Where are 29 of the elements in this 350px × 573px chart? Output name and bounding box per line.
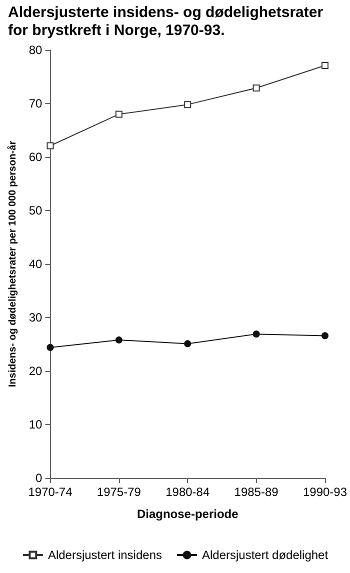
x-tick-label: 1985-89 [234, 485, 279, 499]
legend-label: Aldersjustert insidens [48, 548, 162, 562]
y-tick-label: 80 [28, 43, 43, 57]
y-tick-label: 50 [28, 204, 43, 218]
y-tick-label: 40 [28, 257, 43, 271]
point [184, 340, 192, 348]
y-tick-label: 10 [28, 418, 43, 432]
point [321, 62, 328, 70]
x-axis-title: Diagnose-periode [136, 507, 239, 521]
point [46, 142, 54, 150]
x-tick-label: 1990-93 [302, 485, 348, 499]
y-tick-label: 20 [28, 364, 43, 378]
point [115, 336, 122, 344]
point [184, 101, 192, 108]
x-tick-label: 1975-79 [96, 485, 142, 499]
y-tick-label: 60 [28, 150, 43, 164]
x-tick-label: 1980-84 [166, 485, 210, 499]
point [252, 330, 260, 338]
x-tick-label: 1970-74 [28, 485, 73, 499]
legend-label: Aldersjustert dødelighet [202, 548, 329, 562]
chart-title: Aldersjusterte insidens- og dødelighetsrater for brystkreft i Norge, 1970-93. [7, 3, 324, 40]
y-axis-title: Insidens- og dødelighetsrater per 100 000 person-år [6, 140, 18, 388]
point [115, 110, 122, 118]
y-tick-label: 70 [28, 96, 43, 110]
y-tick-label: 30 [28, 310, 43, 324]
point [321, 332, 328, 340]
point [46, 344, 54, 351]
y-tick-label: 0 [36, 471, 43, 485]
point [252, 84, 260, 92]
